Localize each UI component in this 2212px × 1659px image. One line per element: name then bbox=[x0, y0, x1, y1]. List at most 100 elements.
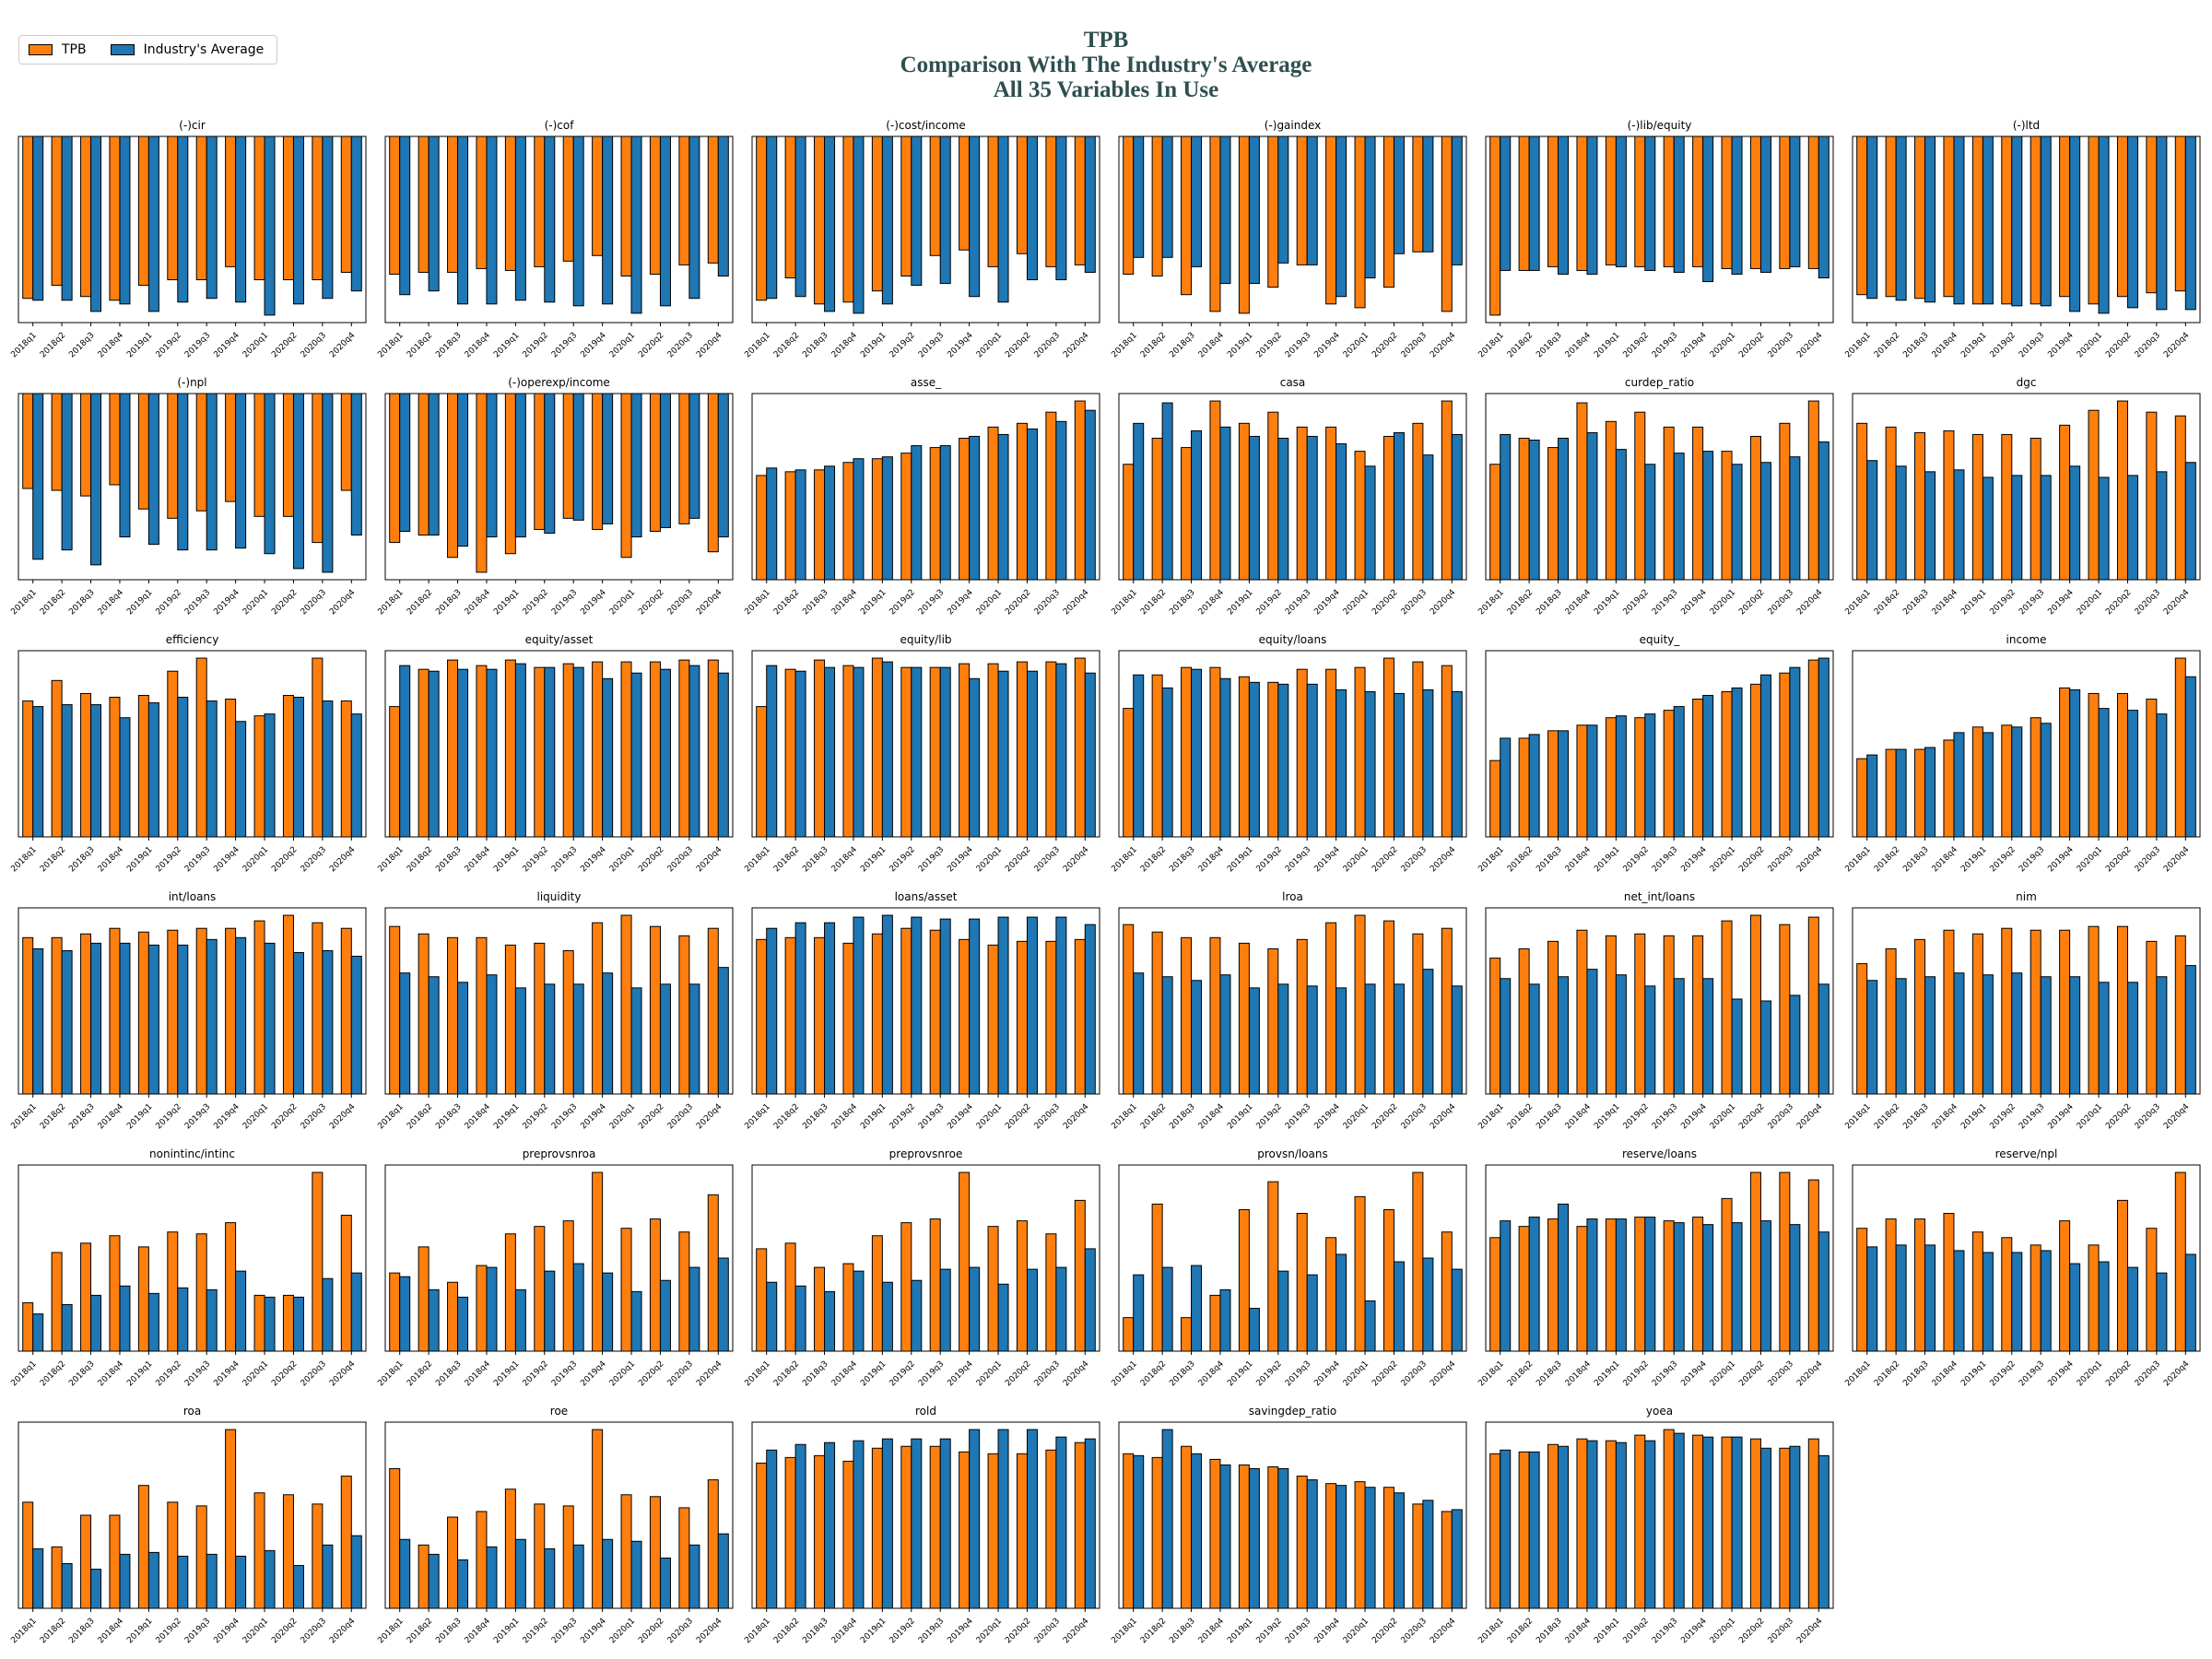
x-tick-label: 2020q4 bbox=[1062, 1617, 1091, 1646]
bar-tpb bbox=[784, 936, 796, 1095]
x-tick-label: 2020q4 bbox=[1795, 845, 1825, 875]
bar-tpb bbox=[929, 447, 941, 581]
bar-industry bbox=[1084, 1438, 1096, 1609]
bar-tpb bbox=[1914, 748, 1926, 838]
x-tick-label: 2018q3 bbox=[801, 1617, 830, 1645]
x-tick-label: 2020q2 bbox=[637, 331, 665, 359]
bar-tpb bbox=[109, 1235, 121, 1352]
bar-industry bbox=[544, 666, 556, 838]
x-tick-label: 2019q4 bbox=[2046, 1102, 2076, 1132]
legend-swatch-tpb bbox=[29, 44, 53, 55]
bar-industry bbox=[969, 135, 981, 298]
panel-frame bbox=[384, 135, 734, 324]
x-tick-label: 2018q4 bbox=[97, 1617, 126, 1646]
bar-tpb bbox=[1914, 431, 1926, 581]
bar-tpb bbox=[1749, 914, 1761, 1095]
x-tick-label: 2019q2 bbox=[1622, 1359, 1651, 1388]
bar-industry bbox=[1528, 440, 1540, 581]
bar-industry bbox=[119, 393, 131, 538]
bar-industry bbox=[1161, 1429, 1173, 1609]
x-tick-label: 2019q3 bbox=[2018, 331, 2046, 359]
x-tick-label: 2020q1 bbox=[975, 1359, 1004, 1388]
x-tick-label: 2018q2 bbox=[1506, 1102, 1535, 1131]
panel-frame bbox=[1852, 907, 2201, 1095]
x-tick-label: 2019q3 bbox=[1284, 1359, 1312, 1388]
bar-tpb bbox=[1441, 1511, 1453, 1609]
x-tick-label: 2019q1 bbox=[1959, 331, 1988, 359]
panel-frame bbox=[1852, 393, 2201, 581]
bar-industry bbox=[2156, 713, 2168, 838]
panel-title: curdep_ratio bbox=[1625, 376, 1694, 389]
bar-industry bbox=[1982, 732, 1994, 838]
bar-industry bbox=[1451, 433, 1463, 581]
bar-tpb bbox=[2146, 699, 2158, 838]
bar-tpb bbox=[1181, 666, 1193, 838]
bar-industry bbox=[1528, 135, 1540, 271]
x-tick-label: 2019q1 bbox=[492, 331, 521, 359]
bar-tpb bbox=[2116, 135, 2128, 298]
bar-tpb bbox=[1412, 135, 1424, 253]
bar-tpb bbox=[1605, 717, 1617, 838]
x-tick-label: 2020q4 bbox=[1795, 588, 1825, 618]
bar-tpb bbox=[707, 1479, 719, 1609]
x-tick-label: 2019q4 bbox=[1679, 845, 1709, 875]
bar-tpb bbox=[1634, 1434, 1646, 1609]
panel-title: roa bbox=[183, 1405, 201, 1418]
x-tick-label: 2019q4 bbox=[579, 588, 608, 618]
bar-tpb bbox=[1209, 400, 1221, 581]
bar-industry bbox=[1191, 668, 1203, 838]
bar-tpb bbox=[534, 1503, 546, 1609]
bar-tpb bbox=[1296, 938, 1308, 1095]
x-tick-label: 2019q3 bbox=[1651, 1102, 1679, 1131]
x-tick-label: 2018q2 bbox=[772, 1102, 801, 1131]
bar-industry bbox=[2098, 708, 2110, 838]
title-line-1: TPB bbox=[1083, 28, 1129, 53]
bar-tpb bbox=[418, 933, 429, 1095]
panel-14: equity/lib 2018q1 2018q2 2018q3 2018q4 2019q1… bbox=[743, 633, 1100, 874]
bar-tpb bbox=[1856, 758, 1868, 838]
x-tick-label: 2018q2 bbox=[406, 1617, 434, 1645]
bar-industry bbox=[1026, 428, 1038, 581]
bar-tpb bbox=[1749, 683, 1761, 838]
x-tick-label: 2020q2 bbox=[1004, 1359, 1032, 1388]
bar-tpb bbox=[1016, 1453, 1028, 1609]
bar-tpb bbox=[592, 661, 604, 838]
panel-frame bbox=[1118, 393, 1467, 581]
bar-industry bbox=[1558, 1445, 1570, 1609]
bar-tpb bbox=[504, 944, 516, 1095]
bar-industry bbox=[1789, 994, 1801, 1095]
bar-industry bbox=[2011, 726, 2023, 838]
panel-title: nim bbox=[2016, 890, 2037, 903]
bar-industry bbox=[1702, 694, 1714, 838]
x-tick-label: 2020q1 bbox=[975, 588, 1004, 617]
x-tick-label: 2019q2 bbox=[1622, 331, 1651, 359]
bar-industry bbox=[1161, 976, 1173, 1095]
bar-industry bbox=[428, 670, 440, 838]
bar-tpb bbox=[1547, 730, 1559, 838]
bar-tpb bbox=[871, 135, 883, 292]
bar-tpb bbox=[1576, 724, 1588, 838]
x-tick-label: 2018q3 bbox=[67, 1359, 96, 1388]
bar-tpb bbox=[1663, 1220, 1675, 1352]
bar-tpb bbox=[707, 927, 719, 1095]
bar-industry bbox=[602, 677, 614, 838]
bar-tpb bbox=[312, 1171, 324, 1352]
bar-industry bbox=[717, 393, 729, 538]
bar-tpb bbox=[80, 933, 92, 1095]
bar-tpb bbox=[842, 942, 854, 1095]
bar-tpb bbox=[929, 1445, 941, 1609]
x-tick-label: 2020q3 bbox=[1033, 845, 1062, 874]
bar-industry bbox=[911, 1279, 923, 1352]
bar-industry bbox=[939, 1268, 951, 1352]
bar-industry bbox=[1055, 420, 1067, 581]
bar-industry bbox=[206, 938, 218, 1095]
bar-industry bbox=[630, 672, 642, 838]
bar-tpb bbox=[987, 135, 999, 267]
bar-industry bbox=[514, 393, 526, 538]
x-tick-label: 2020q4 bbox=[2162, 588, 2192, 618]
bar-tpb bbox=[900, 135, 912, 276]
x-tick-label: 2018q2 bbox=[1506, 588, 1535, 617]
x-tick-label: 2020q3 bbox=[300, 588, 328, 617]
